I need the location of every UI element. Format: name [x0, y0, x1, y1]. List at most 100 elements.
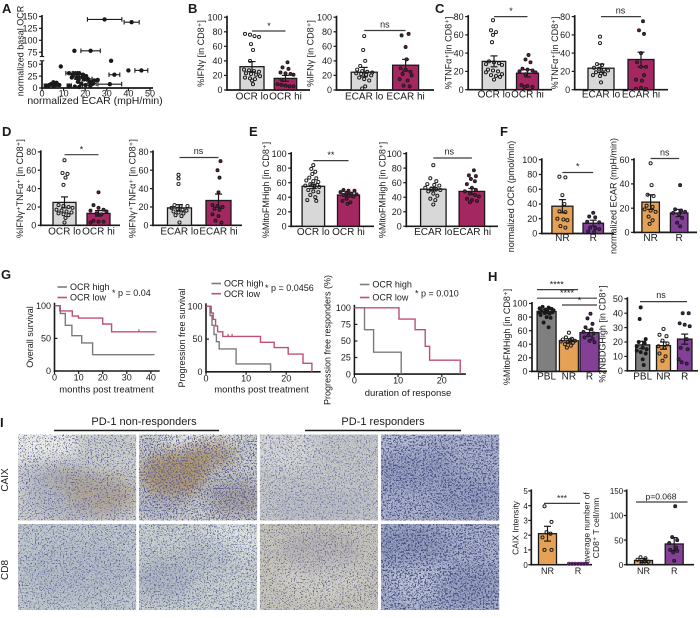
svg-text:OCR low: OCR low	[372, 293, 409, 303]
svg-text:ECAR lo: ECAR lo	[414, 227, 453, 238]
svg-text:ns: ns	[194, 146, 204, 156]
svg-text:OCR low: OCR low	[70, 293, 107, 303]
svg-text:80: 80	[527, 170, 537, 180]
svg-text:20: 20	[281, 373, 291, 383]
svg-text:ECAR hi: ECAR hi	[622, 90, 660, 101]
svg-text:50: 50	[145, 89, 155, 99]
svg-text:D: D	[2, 124, 11, 139]
svg-text:150: 150	[22, 12, 37, 22]
svg-text:20: 20	[560, 67, 570, 77]
svg-text:B: B	[188, 1, 197, 16]
svg-text:* p = 0.0456: * p = 0.0456	[265, 283, 314, 293]
svg-text:%2NBDGHigh [in CD8⁺]: %2NBDGHigh [in CD8⁺]	[598, 285, 608, 382]
svg-text:normalized ECAR (mpH/min): normalized ECAR (mpH/min)	[27, 95, 162, 107]
svg-text:ECAR hi: ECAR hi	[199, 227, 237, 238]
svg-text:OCR high: OCR high	[70, 282, 110, 292]
svg-text:20: 20	[80, 89, 90, 99]
svg-text:PD-1 non-responders: PD-1 non-responders	[91, 416, 197, 428]
svg-text:30: 30	[613, 323, 623, 333]
svg-text:20: 20	[437, 376, 447, 386]
svg-text:0: 0	[31, 221, 36, 231]
svg-text:average number of: average number of	[582, 492, 592, 564]
svg-text:CD8: CD8	[0, 560, 11, 580]
svg-text:normalized ECAR (mpH/min): normalized ECAR (mpH/min)	[609, 138, 619, 254]
svg-text:Overall survival: Overall survival	[25, 306, 35, 368]
svg-text:80: 80	[212, 27, 222, 37]
svg-text:10: 10	[393, 376, 403, 386]
svg-text:duration of response: duration of response	[365, 388, 452, 399]
svg-text:10: 10	[613, 352, 623, 362]
svg-text:100: 100	[610, 512, 624, 521]
svg-text:0: 0	[203, 373, 208, 383]
svg-text:A: A	[2, 1, 12, 16]
svg-text:normalized OCR (pmol/min): normalized OCR (pmol/min)	[506, 141, 516, 253]
svg-text:OCR high: OCR high	[224, 279, 264, 289]
svg-text:0: 0	[46, 366, 51, 376]
svg-text:60: 60	[527, 184, 537, 194]
svg-text:80: 80	[517, 312, 527, 322]
svg-text:40: 40	[454, 48, 464, 58]
svg-text:100: 100	[387, 149, 402, 159]
svg-text:ns: ns	[660, 148, 670, 158]
svg-text:80: 80	[392, 163, 402, 173]
svg-text:NR: NR	[637, 566, 650, 576]
svg-text:CAIX Intensity: CAIX Intensity	[511, 500, 521, 555]
svg-text:3: 3	[523, 517, 528, 526]
svg-text:%TNFα⁺[in CD8⁺]: %TNFα⁺[in CD8⁺]	[550, 17, 560, 90]
svg-text:**: **	[327, 150, 335, 160]
svg-text:40: 40	[322, 56, 332, 66]
svg-text:75: 75	[27, 47, 37, 57]
svg-text:%IFNγ⁺TNFα⁺ [in CD8⁺]: %IFNγ⁺TNFα⁺ [in CD8⁺]	[128, 139, 138, 238]
svg-text:R: R	[675, 233, 682, 244]
svg-text:****: ****	[560, 288, 575, 298]
svg-text:p=0.068: p=0.068	[646, 492, 677, 502]
svg-text:80: 80	[454, 12, 464, 22]
svg-text:0: 0	[565, 85, 570, 95]
svg-text:0: 0	[32, 83, 37, 93]
svg-text:10: 10	[241, 373, 251, 383]
svg-text:100: 100	[317, 12, 332, 22]
svg-text:40: 40	[392, 192, 402, 202]
svg-text:0: 0	[459, 85, 464, 95]
svg-text:ECAR hi: ECAR hi	[386, 92, 424, 103]
svg-text:R: R	[671, 566, 678, 576]
svg-text:OCR lo: OCR lo	[236, 92, 269, 103]
svg-text:20: 20	[619, 203, 629, 213]
svg-text:100: 100	[512, 299, 527, 309]
svg-text:100: 100	[187, 302, 202, 312]
svg-text:40: 40	[613, 308, 623, 318]
svg-text:100: 100	[207, 12, 222, 22]
svg-text:OCR lo: OCR lo	[297, 227, 330, 238]
svg-text:ns: ns	[616, 6, 626, 16]
svg-text:30: 30	[122, 373, 132, 383]
svg-text:0: 0	[52, 373, 57, 383]
svg-text:0: 0	[624, 228, 629, 238]
svg-text:%MitoFMHigh [in CD8⁺]: %MitoFMHigh [in CD8⁺]	[502, 289, 512, 385]
svg-text:months post treatment: months post treatment	[59, 385, 154, 396]
svg-text:40: 40	[146, 373, 156, 383]
svg-text:months post treatment: months post treatment	[214, 385, 309, 396]
svg-text:20: 20	[26, 202, 36, 212]
svg-text:NR: NR	[562, 372, 576, 383]
svg-text:0: 0	[327, 85, 332, 95]
svg-text:20: 20	[138, 202, 148, 212]
svg-text:40: 40	[560, 48, 570, 58]
svg-text:80: 80	[138, 147, 148, 157]
svg-text:0: 0	[346, 369, 351, 379]
svg-text:25: 25	[27, 71, 37, 81]
svg-text:0: 0	[618, 366, 623, 376]
svg-text:40: 40	[123, 89, 133, 99]
svg-text:%TNFα⁺[in CD8⁺]: %TNFα⁺[in CD8⁺]	[444, 17, 454, 90]
svg-text:%IFNγ [in CD8⁺]: %IFNγ [in CD8⁺]	[196, 20, 206, 87]
svg-text:40: 40	[619, 179, 629, 189]
svg-text:40: 40	[527, 199, 537, 209]
svg-text:20: 20	[392, 207, 402, 217]
svg-text:0: 0	[523, 561, 528, 570]
svg-text:Progression free responders (%: Progression free responders (%)	[323, 275, 333, 405]
svg-text:100: 100	[272, 149, 287, 159]
svg-text:80: 80	[322, 27, 332, 37]
svg-text:C: C	[435, 1, 445, 16]
svg-text:ECAR lo: ECAR lo	[345, 92, 384, 103]
svg-text:PD-1 responders: PD-1 responders	[341, 416, 425, 428]
svg-text:0: 0	[619, 561, 624, 570]
